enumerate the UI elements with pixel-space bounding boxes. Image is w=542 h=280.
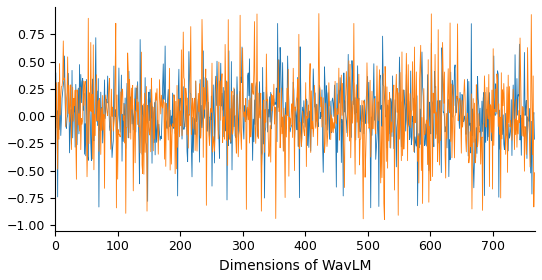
X-axis label: Dimensions of WavLM: Dimensions of WavLM	[219, 259, 371, 273]
